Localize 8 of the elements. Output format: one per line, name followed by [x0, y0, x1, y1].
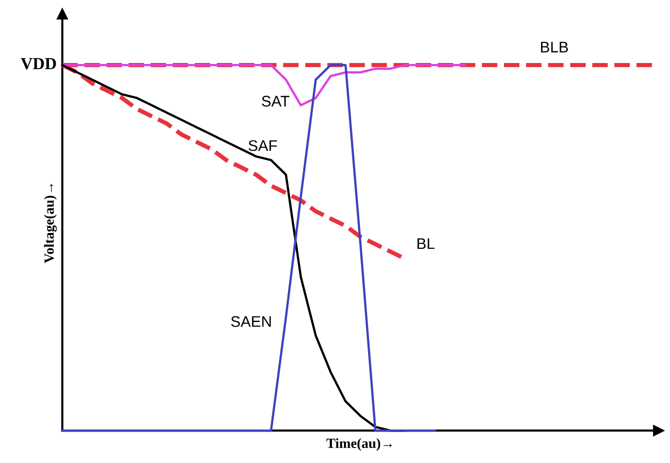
series-label: SAT — [262, 96, 290, 107]
series-label: BL — [418, 238, 434, 249]
text: VDD — [20, 58, 56, 70]
series-label: SAEN — [231, 316, 271, 327]
x-axis-title: Time(au)→ — [326, 438, 392, 451]
series-label: BLB — [541, 42, 568, 52]
series-label: SAF — [248, 140, 277, 152]
y-axis-title: Voltage(au)→ — [44, 184, 57, 264]
